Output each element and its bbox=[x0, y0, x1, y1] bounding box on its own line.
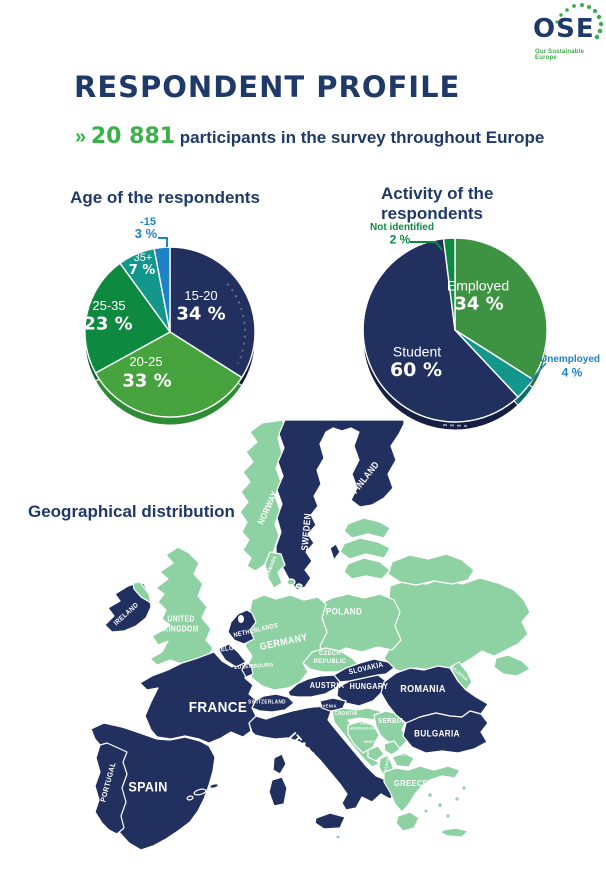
map-island-sardinia bbox=[268, 776, 288, 807]
map-region-peloponnese bbox=[395, 811, 420, 832]
map-island-menorca bbox=[209, 783, 219, 789]
map-country-lithuania bbox=[343, 557, 391, 580]
activity-chart-title: Activity of the respondents bbox=[381, 184, 494, 223]
map-country-luxembourg bbox=[241, 662, 254, 678]
age-pct-20-25: 33 % bbox=[122, 370, 172, 392]
map-country-france bbox=[139, 651, 257, 744]
activity-pct-unemployed: 4 % bbox=[561, 365, 583, 380]
activity-label-student: Student bbox=[392, 343, 442, 360]
map-country-kosovo bbox=[383, 740, 401, 756]
activity-pie-chart bbox=[362, 237, 548, 430]
map-country-bosnia bbox=[347, 720, 380, 754]
map-country-macedonia bbox=[391, 752, 415, 768]
map-water-ijsselmeer bbox=[238, 615, 244, 623]
map-island-crete bbox=[440, 827, 469, 838]
europe-map bbox=[90, 420, 531, 851]
activity-label-employed: Employed bbox=[446, 277, 510, 294]
age-pct-15-20: 34 % bbox=[176, 303, 226, 325]
age-pie-chart bbox=[84, 237, 256, 426]
age-label-under15: -15 bbox=[140, 216, 156, 229]
age-decor-dashes bbox=[226, 283, 246, 365]
map-country-portugal bbox=[94, 742, 128, 835]
map-country-bulgaria bbox=[402, 710, 489, 754]
map-island-malta bbox=[335, 834, 341, 840]
map-country-sweden-finland bbox=[275, 420, 405, 591]
age-under15-callout-line bbox=[158, 237, 168, 247]
age-pct-35plus: 7 % bbox=[128, 263, 156, 279]
map-country-estonia bbox=[343, 517, 391, 539]
participants-count: 20 881 bbox=[90, 124, 176, 149]
map-country-greece bbox=[383, 765, 461, 813]
age-chart-title: Age of the respondents bbox=[70, 188, 260, 207]
map-country-united-kingdom bbox=[149, 546, 214, 666]
activity-label-unemployed: Unemployed bbox=[539, 353, 601, 365]
map-country-belgium bbox=[217, 643, 247, 668]
map-country-belarus bbox=[387, 553, 475, 586]
participants-line: » 20 881 participants in the survey thro… bbox=[75, 124, 544, 149]
map-country-montenegro bbox=[367, 745, 385, 762]
activity-pct-student: 60 % bbox=[389, 359, 443, 382]
map-island-sicily bbox=[314, 812, 346, 830]
map-island-gotland bbox=[329, 543, 341, 561]
age-pct-under15: 3 % bbox=[134, 226, 158, 242]
participants-text: participants in the survey throughout Eu… bbox=[175, 128, 545, 147]
map-region-northern-ireland bbox=[132, 581, 152, 604]
map-country-germany bbox=[243, 594, 328, 691]
map-greek-islands bbox=[424, 786, 466, 818]
age-slice-25-35 bbox=[84, 262, 172, 374]
age-label-15-20: 15-20 bbox=[184, 288, 218, 304]
map-region-crimea bbox=[493, 654, 531, 677]
activity-slice-notidentified bbox=[442, 237, 456, 331]
age-label-25-35: 25-35 bbox=[92, 298, 126, 314]
activity-notidentified-callout-line bbox=[410, 241, 443, 251]
ose-logo: OSE bbox=[533, 14, 595, 44]
map-country-switzerland bbox=[251, 693, 295, 713]
map-island-ibiza bbox=[186, 795, 194, 801]
map-country-netherlands bbox=[227, 609, 257, 645]
map-island-corsica bbox=[272, 753, 287, 775]
age-pct-25-35: 23 % bbox=[83, 313, 133, 335]
page-title: RESPONDENT PROFILE bbox=[74, 70, 461, 104]
geo-section-title: Geographical distribution bbox=[28, 502, 235, 521]
map-island-zealand bbox=[286, 578, 296, 586]
age-slice-under15 bbox=[153, 246, 171, 333]
activity-label-notidentified: Not identified bbox=[370, 221, 434, 233]
activity-slice-student bbox=[362, 237, 519, 423]
map-country-latvia bbox=[339, 537, 391, 560]
ose-logo-dots-icon bbox=[555, 3, 604, 40]
map-country-moldova bbox=[449, 661, 473, 691]
activity-pct-notidentified: 2 % bbox=[389, 232, 411, 247]
ose-logo-tagline: Our Sustainable Europe bbox=[535, 49, 585, 61]
map-island-funen bbox=[295, 583, 303, 589]
chevrons-icon: » bbox=[75, 126, 87, 148]
map-country-austria bbox=[287, 674, 341, 698]
map-country-denmark bbox=[264, 551, 286, 589]
activity-pct-employed: 34 % bbox=[454, 293, 504, 315]
age-label-35plus: 35+ bbox=[133, 252, 153, 265]
age-label-20-25: 20-25 bbox=[129, 354, 163, 370]
activity-unemployed-callout-line bbox=[527, 362, 547, 385]
map-island-mallorca bbox=[193, 788, 207, 796]
